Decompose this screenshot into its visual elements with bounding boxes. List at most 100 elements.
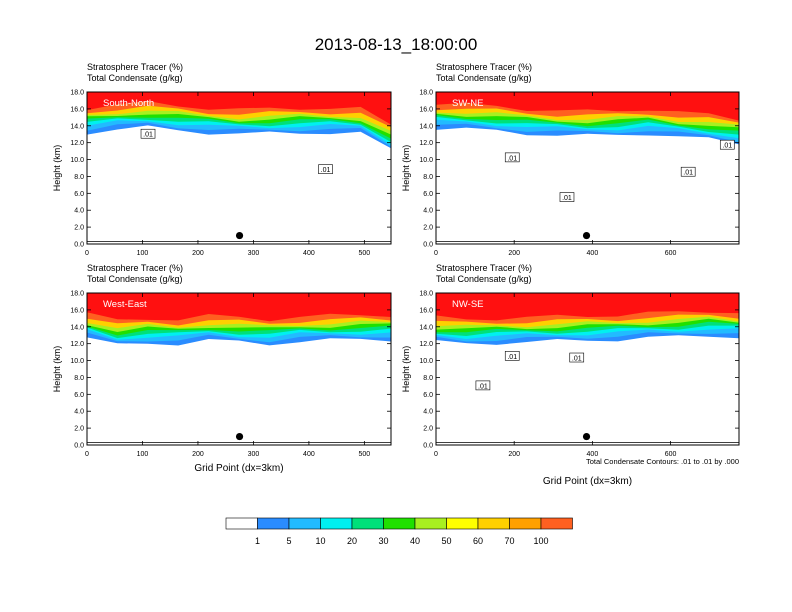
colorbar-label: 40 [410,536,420,546]
contour-label: .01 [478,383,488,390]
y-tick-label: 2.0 [74,426,84,433]
x-tick-label: 0 [85,250,89,257]
x-tick-label: 400 [303,250,315,257]
y-axis-label: Height (km) [52,145,62,192]
y-tick-label: 2.0 [423,426,433,433]
x-tick-label: 200 [192,451,204,458]
panel-nw-se: Stratosphere Tracer (%)Total Condensate … [401,263,740,487]
x-tick-label: 600 [665,451,677,458]
x-tick-label: 0 [434,451,438,458]
y-tick-label: 4.0 [74,208,84,215]
tracer-band-100 [87,293,391,322]
region-label: South-North [103,98,154,109]
contour-label: .01 [143,132,153,139]
contour-label: .01 [321,167,331,174]
colorbar-label: 50 [441,536,451,546]
x-tick-label: 400 [303,451,315,458]
y-tick-label: 18.0 [419,291,433,298]
panel-title: Stratosphere Tracer (%) [87,62,183,72]
x-tick-label: 400 [587,451,599,458]
y-tick-label: 16.0 [419,307,433,314]
panel-subtitle: Total Condensate (g/kg) [87,73,183,83]
tracer-band-100 [436,92,739,121]
y-tick-label: 12.0 [70,140,84,147]
panels: Stratosphere Tracer (%)Total Condensate … [52,62,740,487]
y-axis-label: Height (km) [52,346,62,393]
x-tick-label: 200 [508,250,520,257]
x-tick-label: 400 [587,250,599,257]
colorbar-cell [225,517,258,530]
contour-label: .01 [507,354,517,361]
region-label: SW-NE [452,98,484,109]
colorbar-cell [320,517,353,530]
region-label: NW-SE [452,299,484,310]
x-axis-label: Grid Point (dx=3km) [194,463,283,474]
y-tick-label: 16.0 [70,106,84,113]
colorbar-label: 5 [286,536,291,546]
panel-sw-ne: Stratosphere Tracer (%)Total Condensate … [401,62,740,257]
y-tick-label: 16.0 [419,106,433,113]
contour-label-box [680,166,696,177]
y-tick-label: 8.0 [423,375,433,382]
tracer-band-100 [436,293,739,321]
y-tick-label: 4.0 [423,409,433,416]
plot-frame [435,91,740,245]
y-tick-label: 12.0 [70,341,84,348]
contour-label-box [318,164,333,174]
region-label: West-East [103,299,147,310]
colorbar-cell [351,517,384,530]
colorbar-cell [509,517,542,530]
x-tick-label: 200 [508,451,520,458]
x-tick-label: 300 [248,451,260,458]
y-tick-label: 0.0 [74,443,84,450]
y-tick-label: 18.0 [70,291,84,298]
figure-title: 2013-08-13_18:00:00 [315,35,478,54]
y-tick-label: 16.0 [70,307,84,314]
x-tick-label: 0 [434,250,438,257]
contour-label: .01 [683,170,693,177]
panel-title: Stratosphere Tracer (%) [436,263,532,273]
x-tick-label: 0 [85,451,89,458]
colorbar-cell [383,517,416,530]
y-tick-label: 4.0 [423,208,433,215]
contour-label-box [504,152,520,163]
colorbar-label: 100 [533,536,548,546]
y-tick-label: 18.0 [70,90,84,97]
y-tick-label: 2.0 [74,225,84,232]
station-marker [582,231,591,240]
y-tick-label: 12.0 [419,341,433,348]
colorbar-label: 30 [378,536,388,546]
colorbar-label: 1 [255,536,260,546]
x-tick-label: 100 [137,451,149,458]
colorbar-cell [257,517,290,530]
colorbar-label: 70 [504,536,514,546]
y-tick-label: 8.0 [74,375,84,382]
y-axis-label: Height (km) [401,145,411,192]
x-tick-label: 300 [248,250,260,257]
y-tick-label: 0.0 [423,242,433,249]
colorbar-cell [540,517,573,530]
plot-frame [86,292,392,446]
x-tick-label: 500 [359,250,371,257]
tracer-band-100 [87,92,391,125]
y-tick-label: 10.0 [70,358,84,365]
x-tick-label: 500 [359,451,371,458]
panel-subtitle: Total Condensate (g/kg) [436,274,532,284]
y-tick-label: 8.0 [74,174,84,181]
colorbar-label: 60 [473,536,483,546]
y-tick-label: 18.0 [419,90,433,97]
plot-frame [86,91,392,245]
contour-label: .01 [507,155,517,162]
station-marker [235,432,244,441]
y-tick-label: 14.0 [419,324,433,331]
y-tick-label: 0.0 [74,242,84,249]
colorbar-label: 20 [347,536,357,546]
plot-frame [435,292,740,446]
y-tick-label: 6.0 [423,191,433,198]
y-tick-label: 10.0 [419,358,433,365]
panel-west-east: Stratosphere Tracer (%)Total Condensate … [52,263,392,474]
colorbar-cell [288,517,321,530]
contour-label-box [569,352,585,363]
y-tick-label: 6.0 [423,392,433,399]
y-tick-label: 12.0 [419,140,433,147]
